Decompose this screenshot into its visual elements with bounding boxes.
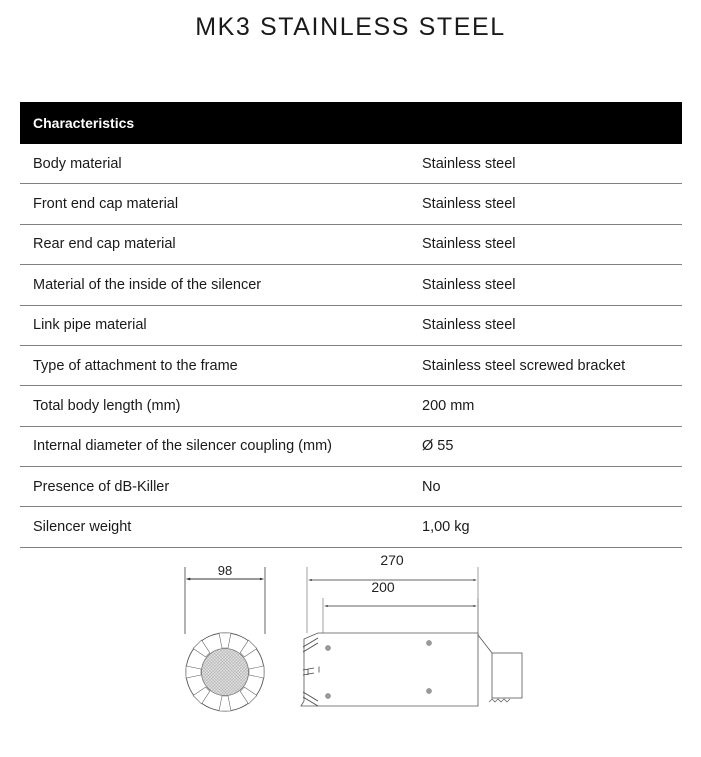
svg-text:98: 98 [218, 563, 232, 578]
svg-text:200: 200 [371, 579, 395, 595]
svg-text:270: 270 [380, 552, 404, 568]
